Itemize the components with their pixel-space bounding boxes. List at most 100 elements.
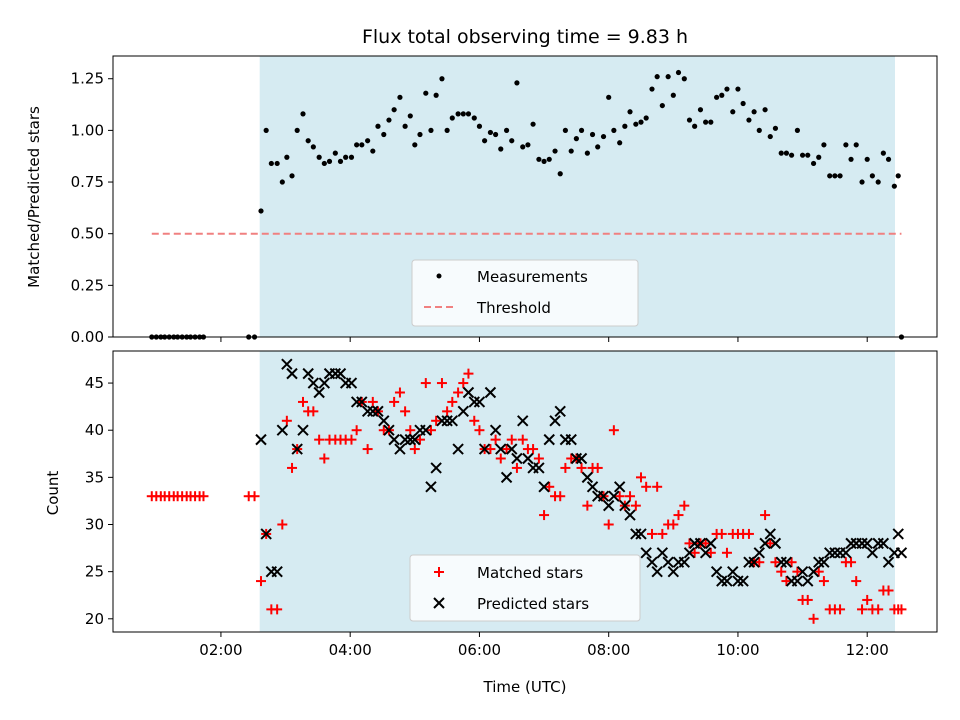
predicted-star-point [554, 405, 566, 418]
predicted-star-point [882, 556, 895, 568]
predicted-star-point [737, 575, 749, 587]
legend-threshold-label: Threshold [476, 299, 551, 317]
predicted-star-point [383, 424, 395, 436]
top-panel: 0.00 0.25 0.50 0.75 1.00 1.25 Matched/Predict… [25, 55, 938, 346]
bottom-legend: Matched stars Predicted stars [409, 554, 641, 622]
measurement-point [740, 100, 746, 107]
measurement-point [675, 69, 682, 76]
predicted-star-point [543, 433, 555, 446]
measurement-point [354, 142, 360, 148]
measurement-points [149, 69, 905, 340]
top-y-tick-label: 1.00 [71, 121, 104, 139]
bottom-plot-frame [112, 350, 938, 633]
measurement-point [735, 86, 741, 92]
matched-star-point [367, 396, 378, 407]
matched-star-point [721, 547, 732, 558]
predicted-star-point [824, 547, 836, 559]
measurement-point [412, 142, 418, 148]
matched-star-point [198, 491, 209, 502]
predicted-star-point [743, 556, 755, 568]
measurement-point [730, 109, 736, 115]
predicted-star-point [420, 424, 432, 436]
measurement-point [439, 76, 445, 82]
predicted-star-point [361, 405, 374, 418]
measurement-point [880, 150, 886, 156]
matched-star-point [533, 453, 544, 464]
matched-star-point [506, 434, 517, 445]
predicted-star-point [581, 471, 594, 484]
matched-star-point [463, 368, 474, 379]
predicted-star-point [877, 537, 890, 550]
matched-star-point [684, 538, 695, 549]
matched-star-point [592, 462, 603, 473]
measurement-point [337, 158, 344, 164]
matched-star-point [400, 406, 411, 417]
measurement-point [417, 131, 423, 138]
matched-star-point [679, 500, 690, 511]
matched-star-point [414, 434, 425, 445]
matched-star-point [287, 462, 298, 473]
measurement-point [848, 156, 854, 162]
matched-star-point [544, 481, 555, 492]
predicted-star-point [409, 433, 421, 446]
measurement-point [370, 148, 376, 154]
measurement-point [617, 140, 623, 146]
predicted-star-point [522, 452, 534, 465]
matched-star-point [765, 538, 776, 549]
predicted-star-point [565, 433, 577, 446]
measurement-point [397, 94, 403, 100]
predicted-star-point [818, 556, 830, 568]
top-y-tick-label: 1.25 [71, 70, 104, 88]
measurement-point [423, 90, 429, 96]
predicted-star-point [732, 575, 744, 587]
measurement-point [816, 154, 822, 160]
matched-star-point [641, 481, 652, 492]
matched-star-point [603, 519, 614, 530]
measurement-point [810, 160, 817, 167]
measurement-point [600, 133, 607, 140]
measurement-point [520, 144, 526, 150]
predicted-star-point [651, 565, 663, 578]
predicted-star-point [764, 528, 776, 540]
matched-star-point [389, 396, 400, 407]
matched-star-point [625, 491, 636, 502]
top-plot-frame [112, 55, 938, 338]
matched-star-point [700, 538, 711, 549]
predicted-star-point [500, 471, 513, 484]
measurement-point [606, 94, 612, 100]
predicted-star-point [307, 377, 320, 389]
matched-star-point [813, 566, 824, 577]
predicted-star-point [441, 415, 453, 427]
measurement-point [659, 102, 665, 109]
measurement-point [827, 173, 833, 179]
predicted-star-point [489, 424, 502, 436]
predicted-star-point [753, 547, 765, 559]
x-tick-label: 04:00 [329, 641, 372, 659]
matched-star-point [760, 510, 771, 521]
chart-title: Flux total observing time = 9.83 h [362, 26, 688, 48]
measurement-point [665, 74, 671, 80]
matched-star-point [555, 491, 566, 502]
matched-star-point [249, 491, 260, 502]
predicted-star-point [759, 537, 771, 550]
measurement-point [536, 156, 542, 162]
measurement-point [381, 131, 387, 138]
measurement-point [578, 127, 585, 133]
measurement-point [433, 92, 439, 98]
predicted-star-point [694, 537, 707, 550]
measurement-point [562, 127, 568, 133]
matched-star-point [705, 547, 716, 558]
measurement-point [258, 208, 264, 214]
matched-star-point [490, 434, 501, 445]
matched-star-point [453, 387, 464, 398]
matched-star-point [394, 387, 405, 398]
x-tick-label: 02:00 [199, 641, 242, 659]
predicted-star-point [446, 415, 459, 427]
measurement-point [530, 121, 536, 127]
matched-star-point [716, 528, 727, 539]
matched-star-point [314, 434, 325, 445]
predicted-star-point [780, 556, 793, 568]
measurement-point [503, 127, 510, 133]
predicted-star-point [699, 547, 712, 559]
